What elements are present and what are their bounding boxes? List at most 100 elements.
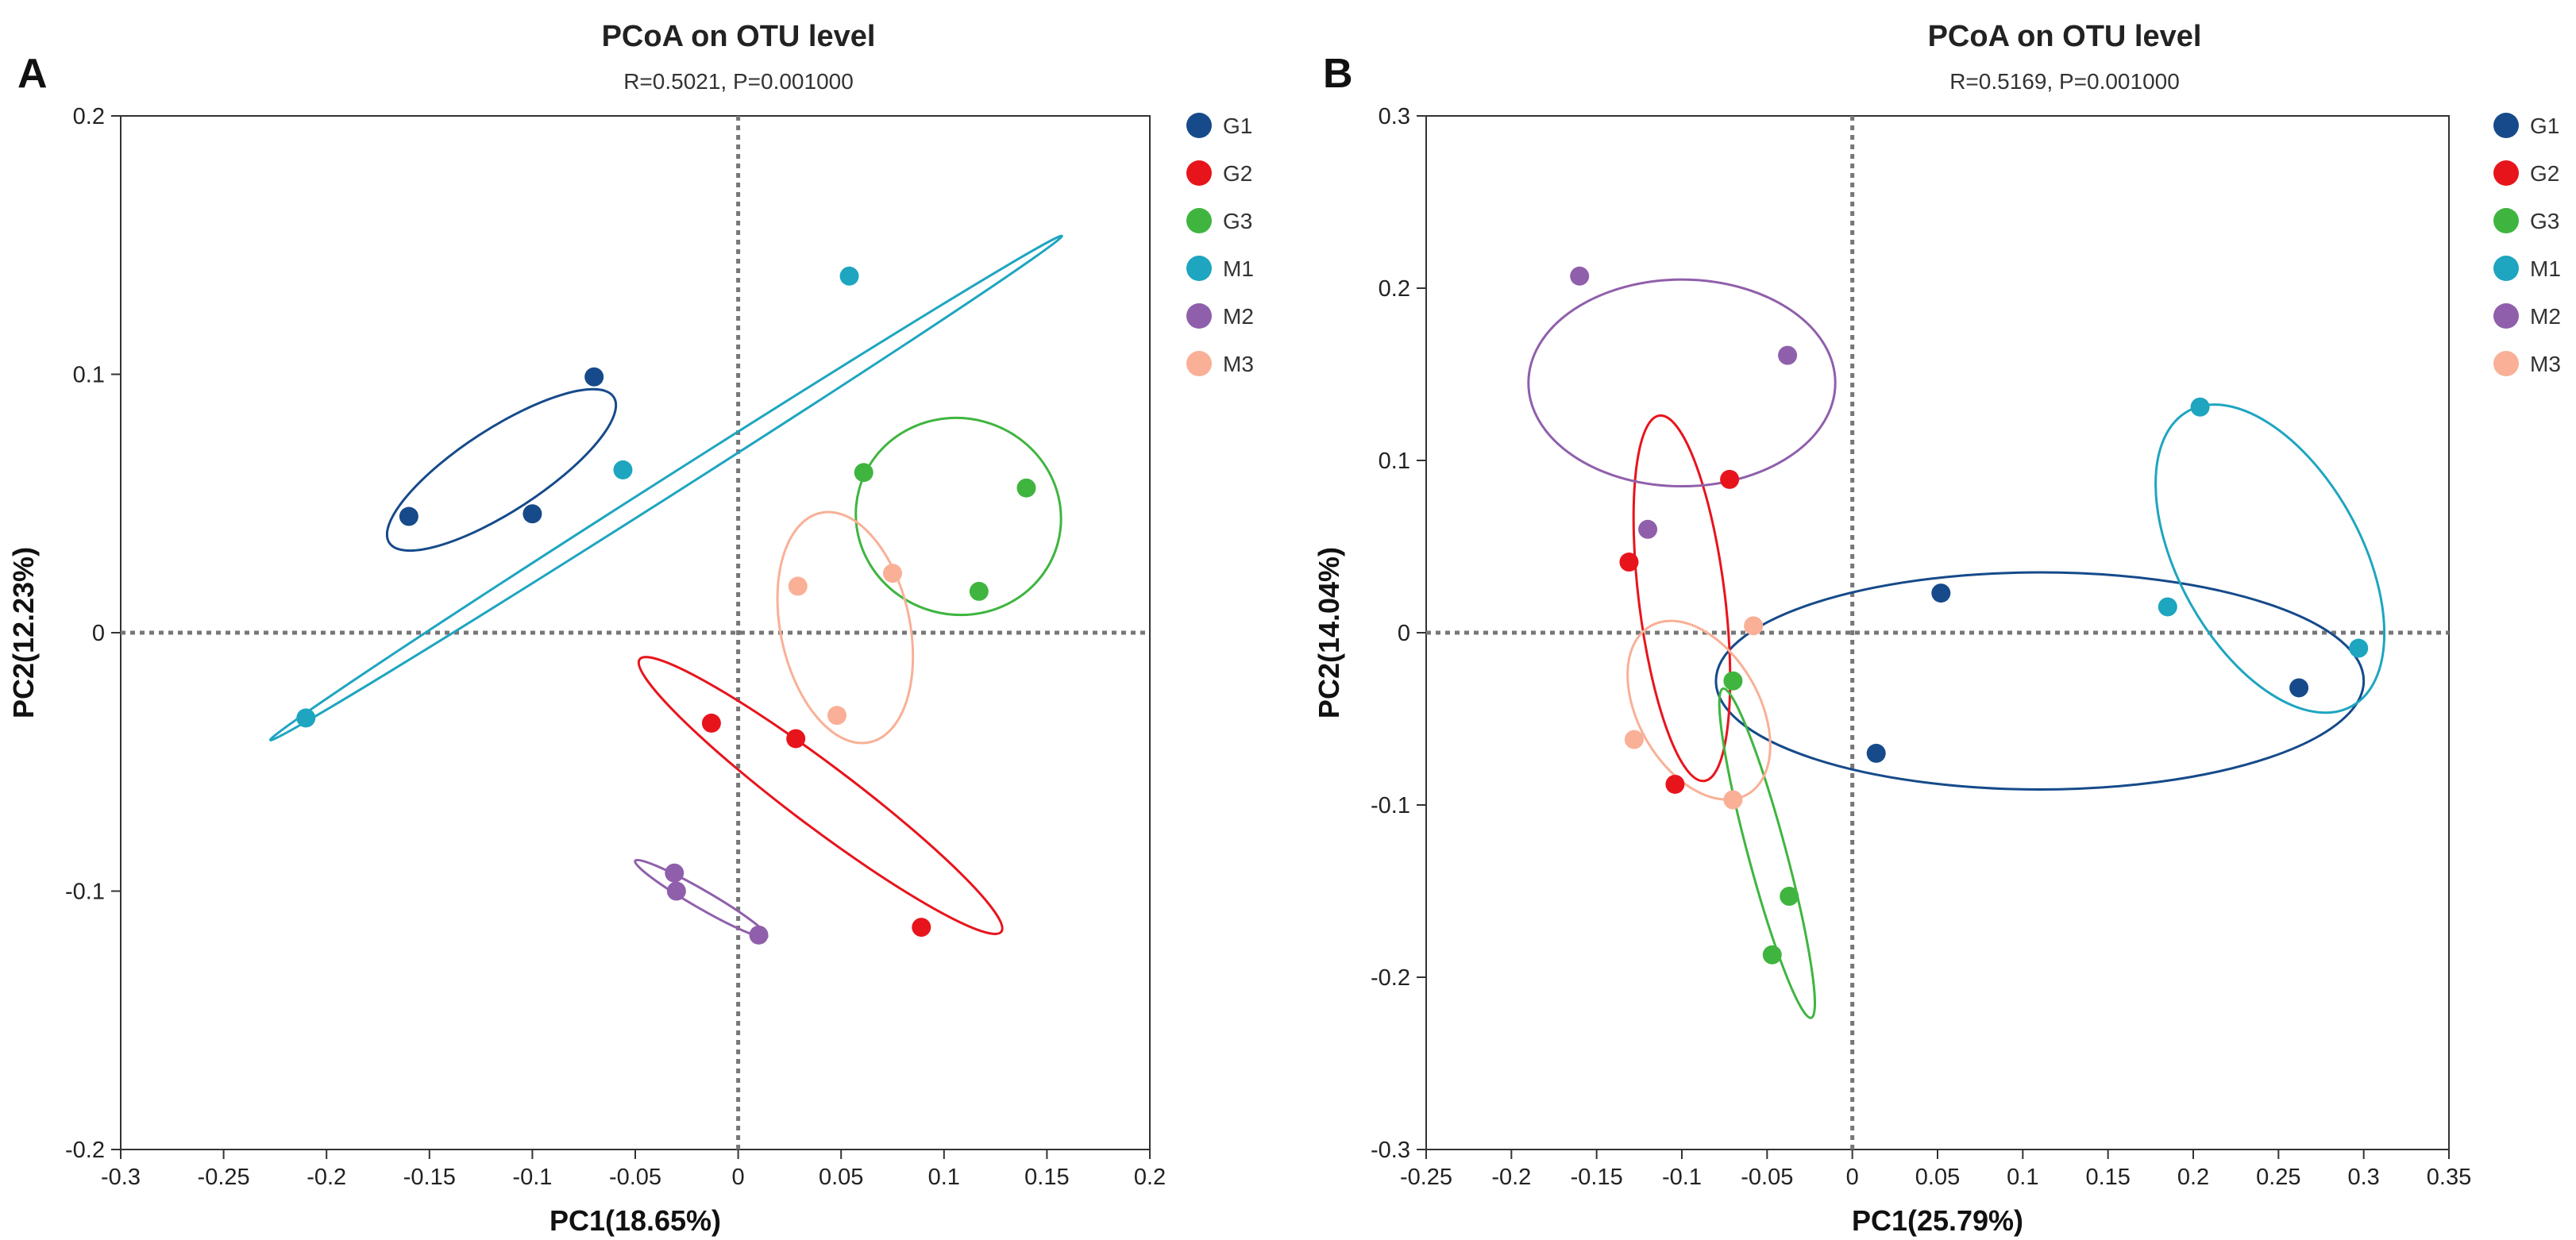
y-tick-label: -0.2 (65, 1138, 105, 1163)
legend-marker-m1 (1186, 256, 1212, 281)
point-m3 (788, 576, 808, 596)
point-g1 (1866, 743, 1886, 763)
point-g2 (1720, 469, 1740, 489)
chart-panel-b: B PCoA on OTU level R=0.5169, P=0.001000 -0… (1313, 20, 2561, 1237)
legend-marker-g2 (1186, 160, 1212, 186)
ellipse-m1 (2154, 403, 2386, 714)
chart-panel-a: A PCoA on OTU level R=0.5021, P=0.001000 -0… (7, 20, 1254, 1237)
y-tick-label: -0.1 (65, 880, 105, 905)
y-tick-label: -0.1 (1371, 793, 1410, 818)
point-m2 (1778, 345, 1798, 365)
point-g2 (786, 729, 806, 749)
x-tick-label: -0.05 (609, 1165, 661, 1190)
point-m1 (2190, 397, 2210, 417)
legend-label-g2: G2 (1223, 161, 1252, 186)
point-g2 (1619, 553, 1639, 572)
point-m2 (749, 925, 769, 945)
point-m1 (2158, 597, 2177, 617)
point-g3 (1762, 945, 1782, 965)
ellipse-m3 (1626, 619, 1772, 801)
ellipse-g3 (854, 416, 1062, 617)
point-m3 (1723, 790, 1743, 810)
legend-marker-g3 (2493, 208, 2519, 233)
point-m3 (1744, 616, 1764, 636)
x-tick-label: -0.2 (307, 1165, 346, 1190)
point-g3 (1723, 671, 1743, 691)
legend-label-g3: G3 (2530, 209, 2559, 233)
point-m2 (666, 881, 686, 901)
legend-label-m1: M1 (2530, 256, 2561, 281)
chart-subtitle: R=0.5169, P=0.001000 (1949, 69, 2180, 94)
x-tick-label: 0.05 (1915, 1165, 1960, 1190)
legend-marker-m3 (2493, 351, 2519, 376)
legend-label-m2: M2 (1223, 304, 1254, 329)
legend-marker-m2 (2493, 303, 2519, 329)
point-m2 (1570, 266, 1590, 286)
y-tick-label: 0.1 (1379, 449, 1410, 474)
point-g2 (1665, 774, 1685, 794)
x-tick-label: -0.25 (1400, 1165, 1452, 1190)
legend-marker-g1 (1186, 113, 1212, 138)
x-tick-label: 0.2 (1134, 1165, 1166, 1190)
legend-label-g2: G2 (2530, 161, 2559, 186)
x-tick-label: 0.1 (2007, 1165, 2038, 1190)
point-g2 (912, 918, 931, 938)
x-tick-label: -0.1 (512, 1165, 552, 1190)
panel-label: B (1323, 51, 1353, 97)
x-tick-label: -0.3 (101, 1165, 141, 1190)
legend-label-m1: M1 (1223, 256, 1254, 281)
x-tick-label: 0.15 (2085, 1165, 2130, 1190)
ellipse-m1 (268, 234, 1063, 741)
point-m1 (839, 266, 859, 286)
x-tick-label: 0.35 (2427, 1165, 2471, 1190)
legend-label-g3: G3 (1223, 209, 1252, 233)
x-tick-label: 0.1 (928, 1165, 960, 1190)
y-tick-label: -0.3 (1371, 1138, 1410, 1163)
x-tick-label: 0 (732, 1165, 745, 1190)
y-tick-label: 0 (92, 621, 105, 646)
legend-marker-m1 (2493, 256, 2519, 281)
y-tick-label: 0.2 (73, 104, 105, 129)
point-g1 (584, 367, 604, 387)
legend-marker-m2 (1186, 303, 1212, 329)
ellipse-g1 (385, 387, 618, 553)
x-tick-label: -0.05 (1741, 1165, 1793, 1190)
x-tick-label: 0.15 (1024, 1165, 1069, 1190)
y-axis-label: PC2(14.04%) (1313, 547, 1345, 718)
point-m3 (883, 564, 902, 583)
x-tick-label: 0 (1846, 1165, 1859, 1190)
chart-title: PCoA on OTU level (1928, 20, 2202, 53)
point-m2 (1638, 519, 1658, 539)
legend-marker-m3 (1186, 351, 1212, 376)
point-g3 (1016, 478, 1036, 498)
point-m1 (2349, 638, 2369, 658)
legend-label-m3: M3 (1223, 352, 1254, 376)
y-tick-label: 0.3 (1379, 104, 1410, 129)
point-g1 (2289, 678, 2309, 698)
point-g1 (399, 506, 418, 526)
point-m2 (665, 863, 684, 883)
x-tick-label: -0.25 (198, 1165, 250, 1190)
ellipse-g2 (637, 656, 1004, 935)
legend-marker-g3 (1186, 208, 1212, 233)
ellipse-g2 (1632, 414, 1732, 783)
x-tick-label: -0.2 (1491, 1165, 1531, 1190)
x-tick-label: 0.2 (2177, 1165, 2209, 1190)
point-g3 (1780, 887, 1799, 907)
chart-subtitle: R=0.5021, P=0.001000 (623, 69, 854, 94)
point-g3 (969, 581, 989, 601)
x-tick-label: -0.15 (1571, 1165, 1623, 1190)
point-g1 (523, 504, 542, 524)
legend-marker-g1 (2493, 113, 2519, 138)
x-tick-label: -0.1 (1662, 1165, 1702, 1190)
legend-label-g1: G1 (1223, 114, 1252, 138)
y-axis-label: PC2(12.23%) (7, 547, 40, 718)
ellipse-g1 (1714, 571, 2366, 791)
y-tick-label: 0 (1398, 621, 1410, 646)
x-tick-label: 0.25 (2256, 1165, 2300, 1190)
point-m1 (613, 460, 633, 479)
point-g3 (854, 463, 873, 483)
point-m1 (296, 708, 316, 728)
y-tick-label: -0.2 (1371, 965, 1410, 991)
x-axis-label: PC1(25.79%) (1852, 1204, 2023, 1237)
